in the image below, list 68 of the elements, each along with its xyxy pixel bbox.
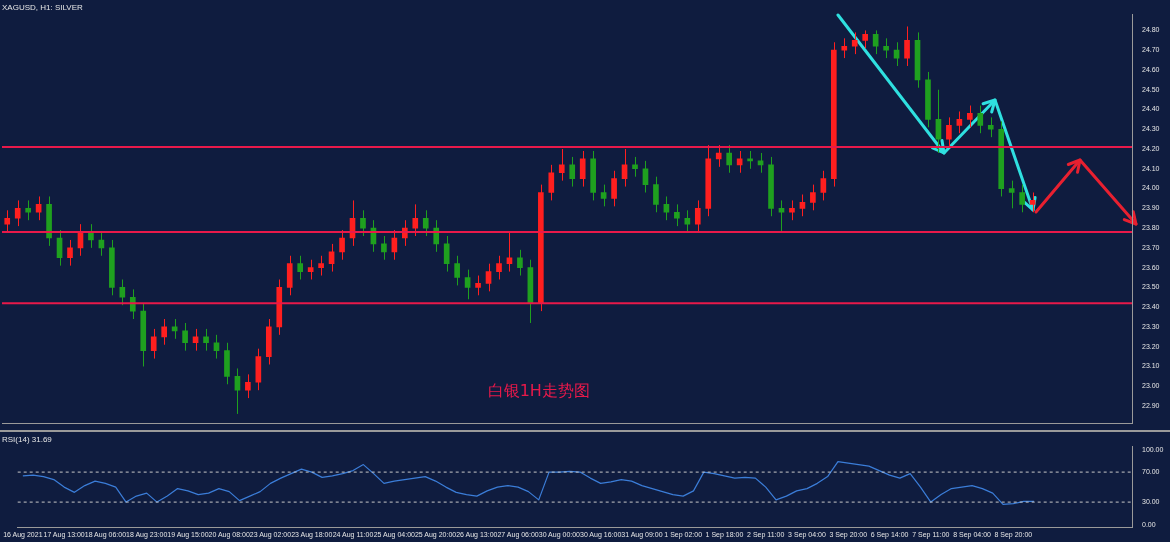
candlestick (569, 156, 576, 188)
candlestick (674, 203, 680, 227)
candlestick (307, 259, 314, 280)
candlestick (4, 209, 11, 233)
candlestick (454, 255, 460, 286)
candlestick (1008, 180, 1015, 209)
candlestick (611, 170, 617, 207)
candlestick (694, 199, 701, 233)
candlestick (297, 255, 304, 280)
candlestick (443, 235, 450, 273)
candlestick (789, 199, 795, 221)
candlestick (778, 199, 785, 233)
candlestick (339, 229, 345, 261)
candlestick (726, 144, 733, 174)
candlestick (150, 328, 157, 360)
candlestick (987, 116, 994, 138)
candlestick (506, 231, 513, 273)
annotation: 白银1H走势图 (487, 380, 590, 400)
candlestick (799, 193, 806, 217)
candlestick (841, 37, 848, 59)
candlestick (715, 144, 722, 168)
candlestick (579, 150, 586, 188)
candlestick (360, 209, 366, 237)
candlestick (485, 263, 492, 292)
chart-title: RSI(14) 31.69 (2, 435, 53, 444)
candlestick (14, 199, 21, 227)
candlestick (1029, 192, 1036, 213)
candlestick (412, 203, 419, 237)
candlestick (966, 105, 973, 128)
candlestick (203, 328, 209, 352)
candlestick (977, 105, 984, 134)
candlestick (600, 184, 607, 207)
candlestick (67, 239, 73, 267)
candlestick (328, 243, 335, 273)
candlestick (548, 164, 555, 201)
candlestick (663, 195, 670, 221)
candlestick (234, 367, 241, 415)
candlestick (161, 318, 168, 346)
candlestick (496, 255, 502, 280)
candlestick (632, 156, 638, 178)
candlestick (872, 29, 879, 55)
candlestick (558, 148, 565, 182)
candlestick (684, 209, 691, 233)
candlestick (35, 195, 42, 221)
candlestick (475, 275, 481, 296)
candlestick (810, 184, 816, 211)
candlestick (192, 328, 199, 352)
candlestick (904, 25, 910, 67)
candlestick (213, 334, 220, 360)
candlestick (1019, 184, 1025, 213)
candlestick (653, 176, 659, 213)
candlestick (956, 110, 963, 134)
candlestick (883, 37, 889, 59)
candlestick (318, 255, 324, 277)
candlestick (381, 235, 387, 261)
candlestick (433, 219, 440, 253)
candlestick (946, 116, 952, 148)
chart-title: XAGUSD, H1: SILVER (2, 3, 83, 12)
candlestick (517, 249, 523, 277)
candlestick (245, 373, 251, 399)
candlestick (119, 278, 126, 306)
candlestick (820, 170, 827, 201)
candlestick (464, 269, 471, 300)
candlestick (182, 322, 188, 352)
candlestick (642, 160, 649, 194)
candlestick (25, 199, 31, 221)
candlestick (422, 209, 429, 237)
candlestick (851, 31, 858, 55)
